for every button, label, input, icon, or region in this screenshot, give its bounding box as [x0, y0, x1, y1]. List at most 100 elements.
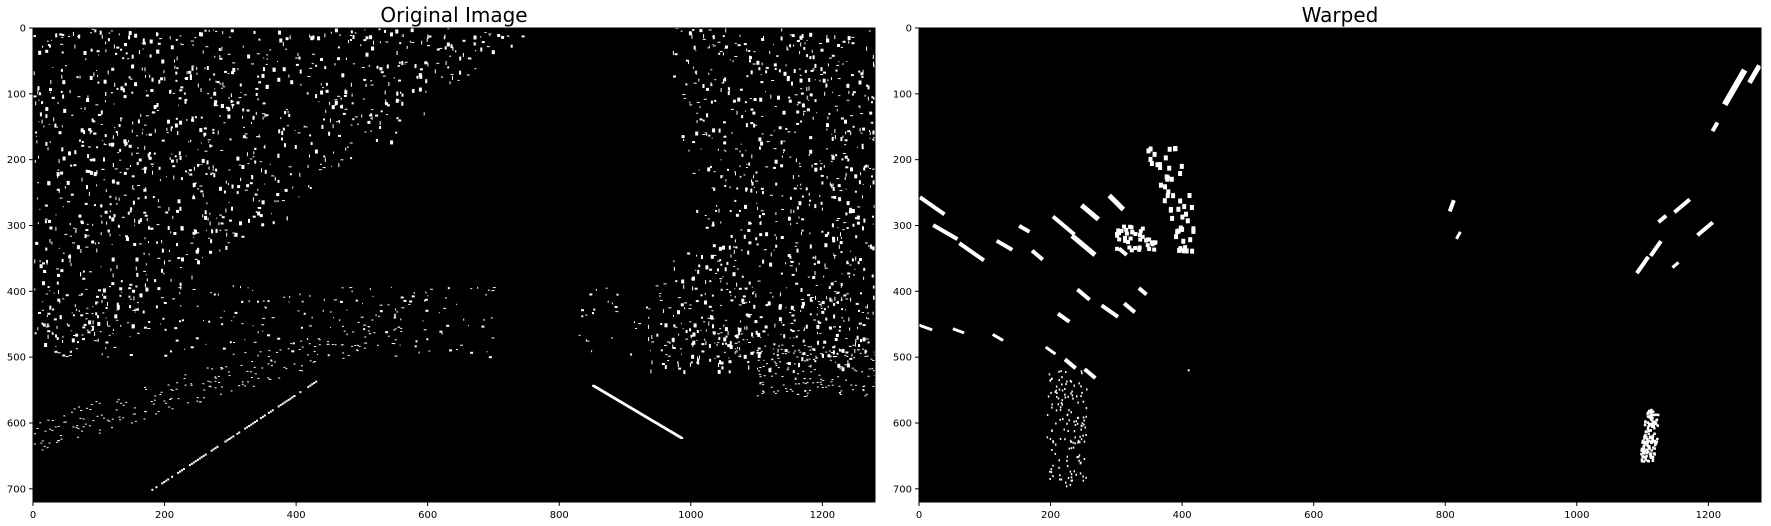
binary-pixel — [700, 294, 703, 297]
binary-pixel — [841, 297, 843, 302]
binary-pixel — [862, 69, 864, 74]
binary-pixel — [41, 101, 44, 105]
binary-pixel — [852, 344, 855, 346]
binary-pixel — [752, 111, 756, 115]
binary-pixel — [223, 86, 226, 88]
binary-pixel — [863, 276, 865, 280]
binary-pixel — [183, 92, 186, 95]
binary-pixel — [722, 35, 725, 38]
binary-pixel — [844, 119, 847, 124]
binary-pixel — [90, 130, 93, 133]
binary-pixel — [114, 168, 118, 170]
binary-pixel — [854, 268, 856, 270]
binary-pixel — [815, 355, 817, 359]
binary-pixel — [715, 209, 718, 212]
binary-pixel — [252, 115, 255, 120]
binary-pixel — [221, 386, 223, 388]
binary-pixel — [786, 287, 788, 289]
binary-pixel — [123, 171, 127, 175]
binary-pixel — [728, 357, 730, 359]
binary-pixel — [814, 271, 816, 276]
binary-pixel — [760, 74, 762, 75]
binary-pixel — [301, 365, 303, 367]
lane-blob — [1165, 175, 1170, 181]
binary-pixel — [765, 166, 769, 168]
binary-pixel — [681, 322, 682, 324]
binary-pixel — [122, 57, 125, 60]
lane-blob — [1642, 455, 1646, 459]
binary-pixel — [127, 211, 130, 215]
binary-pixel — [168, 406, 171, 408]
binary-pixel — [616, 293, 619, 296]
lane-blob — [1644, 441, 1647, 445]
binary-pixel — [128, 76, 131, 79]
binary-pixel — [257, 211, 261, 216]
binary-pixel — [251, 176, 254, 180]
binary-pixel — [143, 252, 145, 255]
binary-pixel — [141, 67, 143, 71]
binary-pixel — [34, 332, 37, 335]
lane-blob — [1455, 231, 1462, 240]
binary-pixel — [58, 131, 62, 135]
binary-pixel — [702, 84, 705, 88]
binary-pixel — [581, 315, 584, 318]
binary-pixel — [179, 282, 182, 286]
binary-pixel — [692, 29, 695, 31]
binary-pixel — [39, 264, 43, 269]
binary-pixel — [342, 357, 345, 359]
binary-pixel — [820, 48, 824, 52]
binary-pixel — [858, 106, 860, 107]
binary-pixel — [704, 300, 707, 305]
binary-pixel — [236, 191, 239, 195]
binary-pixel — [803, 112, 805, 116]
binary-pixel — [216, 104, 219, 106]
binary-pixel — [107, 38, 110, 42]
binary-pixel — [808, 358, 811, 360]
x-tick-label: 800 — [550, 510, 569, 521]
binary-pixel — [865, 393, 868, 395]
lane-blob — [1075, 420, 1077, 423]
binary-pixel — [810, 297, 814, 298]
binary-pixel — [761, 115, 764, 117]
binary-pixel — [170, 231, 172, 234]
binary-pixel — [741, 275, 744, 278]
binary-pixel — [285, 37, 289, 41]
binary-pixel — [814, 79, 816, 81]
binary-pixel — [207, 380, 210, 382]
binary-pixel — [856, 215, 860, 220]
lane-blob — [1642, 445, 1645, 448]
binary-pixel — [770, 386, 773, 388]
binary-pixel — [321, 124, 324, 129]
binary-pixel — [820, 74, 824, 75]
binary-pixel — [720, 288, 723, 291]
binary-pixel — [787, 367, 790, 369]
binary-pixel — [56, 126, 59, 128]
binary-pixel — [439, 47, 443, 49]
lane-blob — [1068, 409, 1070, 412]
binary-pixel — [379, 304, 383, 306]
binary-pixel — [836, 352, 839, 355]
binary-pixel — [144, 169, 147, 174]
binary-pixel — [832, 356, 835, 357]
binary-pixel — [763, 391, 765, 393]
lane-blob — [1158, 165, 1163, 170]
binary-pixel — [720, 280, 722, 283]
binary-pixel — [86, 185, 88, 190]
binary-pixel — [411, 41, 415, 43]
binary-pixel — [179, 267, 182, 269]
binary-pixel — [740, 333, 743, 335]
binary-pixel — [722, 52, 724, 56]
binary-pixel — [257, 75, 260, 78]
binary-pixel — [712, 221, 715, 226]
lane-blob — [1166, 189, 1171, 195]
binary-pixel — [203, 320, 204, 321]
binary-pixel — [115, 52, 118, 55]
binary-pixel — [806, 87, 808, 91]
binary-pixel — [208, 29, 210, 32]
binary-pixel — [712, 44, 714, 46]
binary-pixel — [490, 317, 493, 319]
binary-pixel — [788, 99, 792, 103]
binary-pixel — [727, 344, 731, 348]
binary-pixel — [263, 414, 266, 417]
binary-pixel — [350, 82, 352, 87]
